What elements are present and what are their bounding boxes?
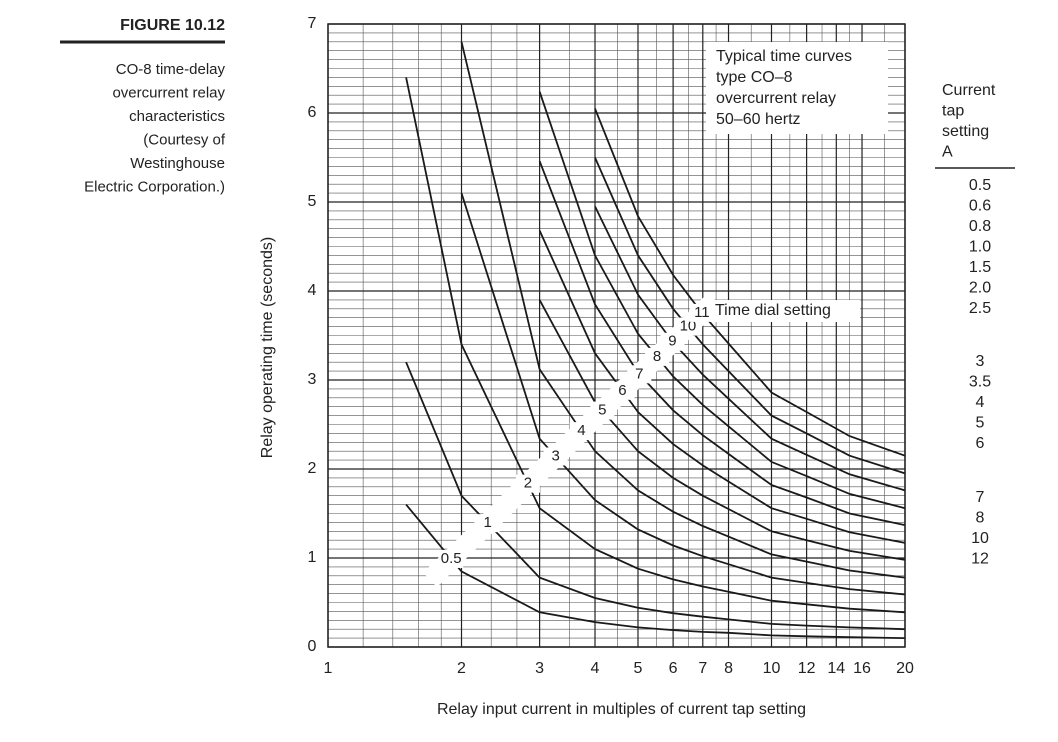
y-tick-label: 1	[308, 549, 317, 566]
x-tick-label: 20	[896, 660, 914, 677]
caption-line: Westinghouse	[130, 155, 225, 172]
x-axis-label: Relay input current in multiples of curr…	[437, 701, 806, 718]
tap-value: 8	[976, 510, 985, 527]
tap-value: 1.5	[969, 259, 991, 276]
tap-value: 4	[976, 394, 985, 411]
curve-label: 3	[551, 447, 559, 464]
x-tick-label: 4	[591, 660, 600, 677]
curve	[538, 91, 906, 510]
caption-line: Electric Corporation.)	[84, 178, 225, 195]
curve	[594, 157, 906, 475]
x-tick-label: 2	[457, 660, 466, 677]
tap-value: 5	[976, 415, 985, 432]
x-tick-label: 6	[669, 660, 678, 677]
curve	[460, 192, 906, 596]
y-tick-label: 3	[308, 371, 317, 388]
curve-label-bg	[439, 549, 464, 568]
x-tick-label: 10	[763, 660, 781, 677]
tap-value: 10	[971, 530, 989, 547]
plot-frame	[327, 23, 906, 648]
tap-value: 6	[976, 435, 985, 452]
curve-label-bg	[475, 514, 500, 533]
caption-line: overcurrent relay	[112, 84, 225, 101]
tap-table: Current tap setting A 0.5 0.6 0.8 1.0 1.5 2.0 2.5 3…	[935, 82, 1015, 568]
tap-value: 0.5	[969, 177, 991, 194]
figure-label: FIGURE 10.12	[120, 17, 225, 34]
curve-label-bg	[660, 332, 685, 351]
x-tick-label: 3	[535, 660, 544, 677]
tap-value: 7	[976, 489, 985, 506]
curve-label: 0.5	[441, 550, 462, 567]
curve-label: 5	[598, 402, 606, 419]
curve-label-bg	[645, 347, 670, 366]
annotation-line: type CO–8	[716, 69, 793, 86]
curve-label: 4	[577, 422, 585, 439]
annotation-box	[706, 42, 888, 134]
curve-label-bg	[627, 365, 652, 384]
x-tick-label: 8	[724, 660, 733, 677]
table-header: Current	[942, 82, 996, 99]
y-tick-label: 5	[308, 193, 317, 210]
caption-line: CO-8 time-delay	[116, 61, 226, 78]
y-tick-label: 6	[308, 104, 317, 121]
annotation-line: Typical time curves	[716, 48, 852, 65]
curve-label: 6	[618, 382, 626, 399]
tap-value: 3	[976, 353, 985, 370]
curve-title-bg	[710, 300, 860, 322]
x-tick-label: 14	[827, 660, 845, 677]
curve-label: 8	[653, 348, 661, 365]
tap-value: 1.0	[969, 239, 991, 256]
annotation-line: overcurrent relay	[716, 90, 836, 107]
curve-label-bg	[515, 474, 540, 493]
curve	[405, 361, 906, 631]
y-tick-label: 4	[308, 282, 317, 299]
curve	[538, 299, 906, 561]
tap-value: 3.5	[969, 374, 991, 391]
x-tick-label: 5	[634, 660, 643, 677]
curve-label: 11	[694, 304, 710, 321]
curve-label: 9	[668, 333, 676, 350]
caption-line: characteristics	[129, 108, 225, 125]
caption: CO-8 time-delay overcurrent relay characte…	[84, 61, 226, 196]
curve-label: 2	[524, 475, 532, 492]
curve-label-bg	[590, 401, 615, 420]
y-tick-label: 7	[308, 15, 317, 32]
tap-value: 2.0	[969, 280, 991, 297]
curve-label: 1	[484, 514, 492, 531]
curve-label: 7	[635, 365, 643, 382]
curve-label-bg	[675, 317, 700, 336]
y-tick-label: 2	[308, 460, 317, 477]
x-tick-label: 1	[324, 660, 333, 677]
table-header: setting	[942, 123, 989, 140]
x-tick-label: 12	[798, 660, 816, 677]
tap-value: 0.6	[969, 198, 991, 215]
caption-line: (Courtesy of	[143, 131, 226, 148]
curve-label-bg	[610, 381, 635, 400]
y-axis-label: Relay operating time (seconds)	[259, 237, 276, 458]
tap-value: 0.8	[969, 218, 991, 235]
curve-label-bg	[689, 303, 714, 322]
annotation-line: 50–60 hertz	[716, 111, 801, 128]
table-header: tap	[942, 103, 964, 120]
curve-title: Time dial setting	[715, 302, 831, 319]
y-tick-label: 0	[308, 638, 317, 655]
curve	[405, 504, 906, 639]
table-header: A	[942, 144, 953, 161]
tap-value: 12	[971, 551, 989, 568]
x-tick-label: 7	[698, 660, 707, 677]
curve	[594, 108, 906, 457]
curve-label-bg	[569, 422, 594, 441]
curve	[594, 206, 906, 492]
curve-label-bg	[543, 447, 568, 466]
curve	[538, 230, 906, 544]
curve	[538, 160, 906, 526]
x-tick-label: 16	[853, 660, 871, 677]
tap-value: 2.5	[969, 300, 991, 317]
